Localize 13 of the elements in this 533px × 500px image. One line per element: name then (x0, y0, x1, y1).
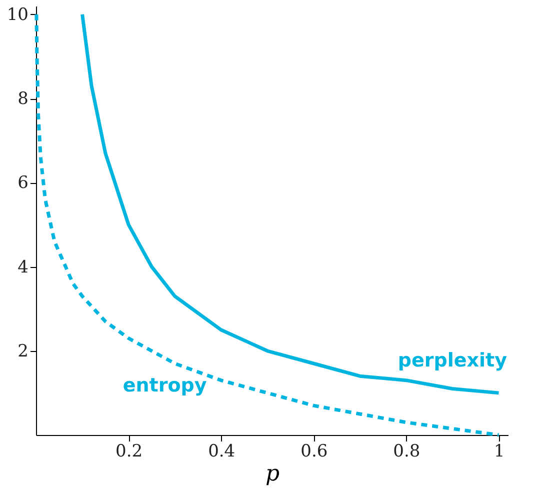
x-tick-label: 0.6 (300, 442, 328, 462)
x-tick-label: 0.8 (393, 442, 420, 462)
x-tick-label: 1 (494, 442, 505, 462)
y-tick-label: 8 (18, 89, 28, 110)
y-tick-label: 2 (18, 341, 28, 362)
y-tick-label: 10 (6, 4, 28, 25)
x-tick-label: 0.4 (208, 442, 236, 462)
x-axis-title: p (265, 462, 280, 486)
x-tick-label: 0.2 (116, 442, 143, 462)
series-label: entropy (122, 374, 208, 396)
series-label: perplexity (398, 350, 508, 372)
y-tick-label: 6 (18, 173, 28, 194)
y-tick-label: 4 (18, 257, 28, 278)
